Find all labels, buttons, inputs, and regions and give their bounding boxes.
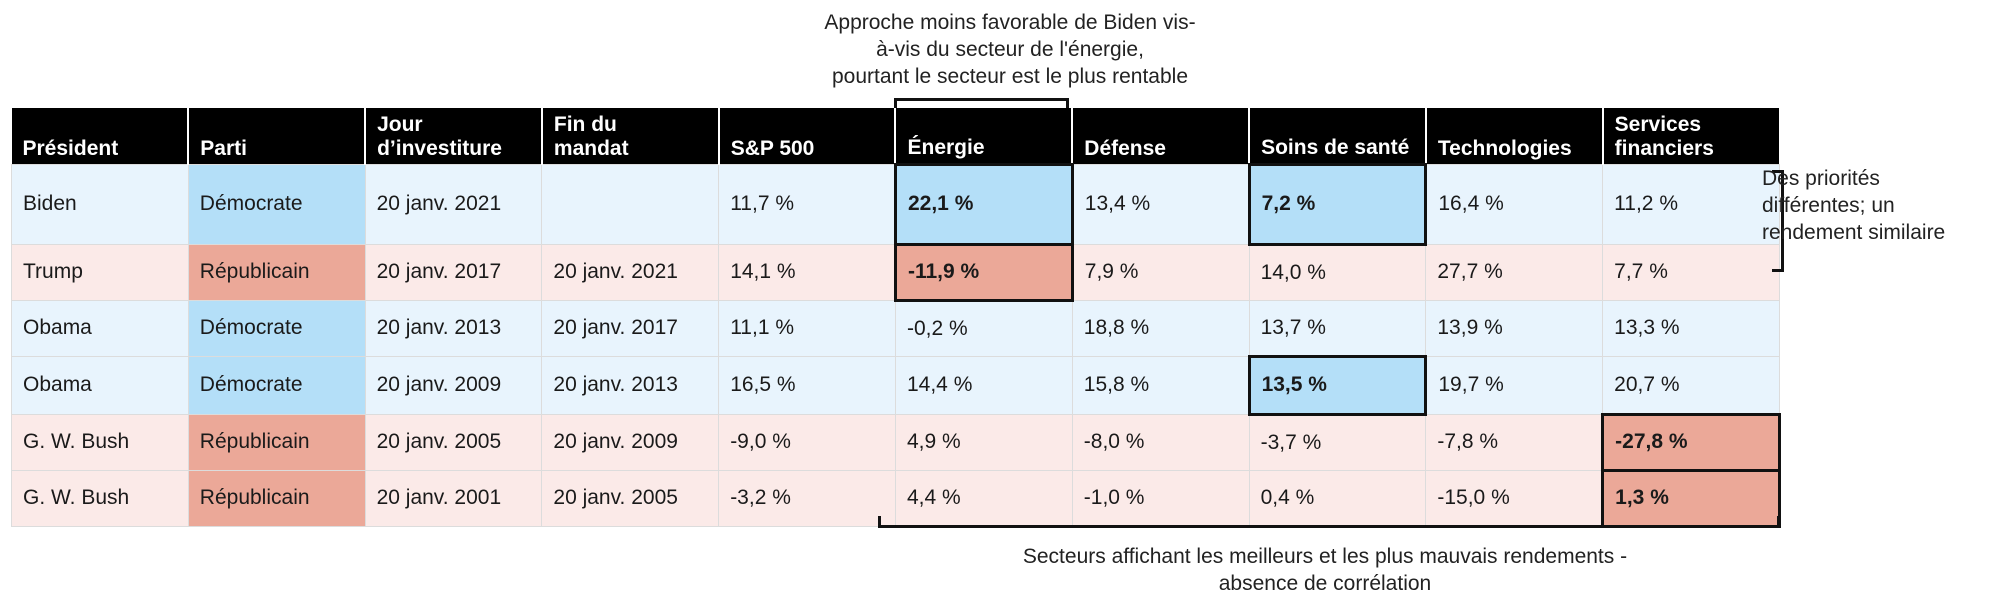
sp500-value-cell: 11,7 % — [718, 163, 896, 245]
technology-value-cell: 16,4 % — [1425, 163, 1604, 245]
healthcare-value-cell: 14,0 % — [1248, 243, 1427, 301]
column-header-defense: Défense — [1072, 108, 1251, 164]
healthcare-value-cell: 7,2 % — [1247, 162, 1428, 246]
energy-value-cell: 22,1 % — [893, 162, 1074, 246]
column-header-inauguration: Jour d’investiture — [365, 108, 543, 164]
healthcare-value-cell: 13,7 % — [1248, 299, 1427, 357]
annotation-sectors-line: absence de corrélation — [1218, 572, 1432, 595]
party-cell: Démocrate — [187, 299, 366, 357]
sp500-value-cell: 14,1 % — [718, 243, 896, 301]
table-row: Trump Républicain 20 janv. 2017 20 janv. 20… — [11, 242, 1780, 302]
column-header-healthcare: Soins de santé — [1249, 108, 1427, 164]
defense-value-cell: -1,0 % — [1071, 469, 1250, 527]
president-cell: Obama — [11, 299, 189, 357]
annotation-sectors-line: Secteurs affichant les meilleurs et les … — [1022, 545, 1628, 568]
table-row: Biden Démocrate 20 janv. 2021 11,7 % 22,1 % 1… — [11, 162, 1780, 246]
annotation-energy-line: à-vis du secteur de l'énergie, — [876, 38, 1144, 61]
inauguration-cell: 20 janv. 2017 — [364, 243, 543, 301]
president-cell: G. W. Bush — [11, 413, 189, 471]
sp500-value-cell: -9,0 % — [718, 413, 896, 471]
annotation-energy-line: Approche moins favorable de Biden vis- — [824, 11, 1196, 34]
financials-value-cell: -27,8 % — [1601, 412, 1781, 472]
healthcare-value-cell: 0,4 % — [1248, 469, 1427, 527]
annotation-priorities-line: différentes; un — [1762, 194, 1895, 217]
term-end-cell: 20 janv. 2005 — [541, 469, 720, 527]
inauguration-cell: 20 janv. 2009 — [364, 355, 543, 415]
biden-trump-bracket — [1772, 170, 1784, 272]
table-row: Obama Démocrate 20 janv. 2009 20 janv. 2013… — [11, 354, 1780, 416]
party-cell: Républicain — [187, 243, 366, 301]
financials-value-cell: 7,7 % — [1602, 243, 1780, 301]
president-cell: Trump — [11, 243, 189, 301]
annotation-energy: Approche moins favorable de Biden vis- à… — [720, 9, 1300, 90]
president-cell: Biden — [11, 163, 189, 245]
column-header-term-end: Fin du mandat — [541, 108, 720, 164]
table-row: G. W. Bush Républicain 20 janv. 2005 20 jan… — [11, 412, 1781, 472]
term-end-cell: 20 janv. 2017 — [541, 299, 720, 357]
inauguration-cell: 20 janv. 2005 — [364, 413, 543, 471]
sp500-value-cell: -3,2 % — [718, 469, 896, 527]
party-cell: Démocrate — [187, 355, 366, 415]
technology-value-cell: 19,7 % — [1425, 355, 1604, 415]
healthcare-value-cell: -3,7 % — [1248, 413, 1427, 471]
defense-value-cell: 7,9 % — [1071, 243, 1250, 301]
annotation-sectors: Secteurs affichant les meilleurs et les … — [900, 543, 1750, 597]
term-end-cell: 20 janv. 2009 — [541, 413, 720, 471]
president-cell: Obama — [11, 355, 189, 415]
header-row: Président Parti Jour d’investiture Fin du… — [11, 108, 1780, 164]
president-cell: G. W. Bush — [11, 469, 189, 527]
defense-value-cell: 13,4 % — [1071, 163, 1250, 245]
energy-value-cell: -11,9 % — [893, 242, 1074, 302]
energy-column-bracket — [894, 98, 1069, 112]
inauguration-cell: 20 janv. 2021 — [364, 163, 543, 245]
annotation-priorities-line: rendement similaire — [1762, 221, 1946, 244]
defense-value-cell: 18,8 % — [1071, 299, 1250, 357]
column-header-technology: Technologies — [1425, 108, 1604, 164]
term-end-cell: 20 janv. 2013 — [541, 355, 720, 415]
sp500-value-cell: 16,5 % — [718, 355, 896, 415]
column-header-president: Président — [11, 108, 190, 164]
energy-value-cell: -0,2 % — [894, 299, 1073, 357]
inauguration-cell: 20 janv. 2013 — [364, 299, 543, 357]
technology-value-cell: -7,8 % — [1425, 413, 1604, 471]
financials-value-cell: 13,3 % — [1602, 299, 1780, 357]
column-header-party: Parti — [188, 108, 367, 164]
technology-value-cell: 27,7 % — [1425, 243, 1604, 301]
energy-value-cell: 4,9 % — [894, 413, 1073, 471]
financials-value-cell: 20,7 % — [1602, 355, 1780, 415]
party-cell: Démocrate — [187, 163, 366, 245]
inauguration-cell: 20 janv. 2001 — [364, 469, 543, 527]
healthcare-value-cell: 13,5 % — [1247, 354, 1428, 416]
term-end-cell — [541, 163, 720, 245]
sp500-value-cell: 11,1 % — [718, 299, 896, 357]
technology-value-cell: 13,9 % — [1425, 299, 1604, 357]
party-cell: Républicain — [187, 469, 366, 527]
table-body: Biden Démocrate 20 janv. 2021 11,7 % 22,1 % 1… — [11, 162, 1781, 528]
annotation-priorities-line: Des priorités — [1762, 167, 1880, 190]
sectors-bracket — [878, 516, 1780, 528]
annotation-energy-line: pourtant le secteur est le plus rentable — [831, 65, 1189, 88]
column-header-energy: Énergie — [895, 108, 1074, 164]
defense-value-cell: 15,8 % — [1071, 355, 1250, 415]
column-header-financials: Services financiers — [1602, 108, 1780, 164]
term-end-cell: 20 janv. 2021 — [541, 243, 720, 301]
defense-value-cell: -8,0 % — [1071, 413, 1250, 471]
energy-value-cell: 14,4 % — [894, 355, 1073, 415]
performance-table: Président Parti Jour d’investiture Fin du… — [11, 108, 1781, 528]
annotation-priorities: Des priorités différentes; un rendement … — [1762, 165, 2010, 246]
table-row: G. W. Bush Républicain 20 janv. 2001 20 jan… — [11, 468, 1781, 528]
financials-value-cell: 1,3 % — [1601, 468, 1781, 528]
column-header-sp500: S&P 500 — [718, 108, 897, 164]
table-row: Obama Démocrate 20 janv. 2013 20 janv. 2017… — [11, 299, 1780, 357]
financials-value-cell: 11,2 % — [1602, 163, 1780, 245]
party-cell: Républicain — [187, 413, 366, 471]
energy-value-cell: 4,4 % — [894, 469, 1073, 527]
